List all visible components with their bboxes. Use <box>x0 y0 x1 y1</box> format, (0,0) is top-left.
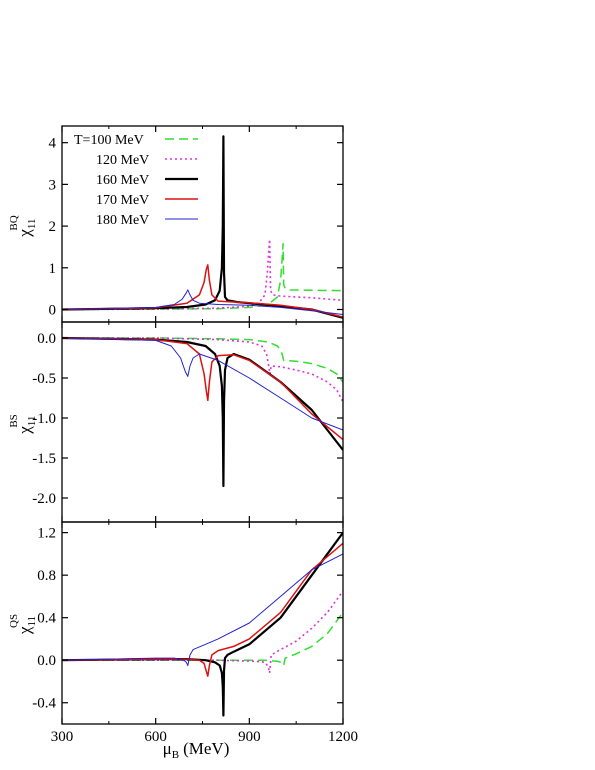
y-tick-label: -1.5 <box>32 451 56 467</box>
y-tick-label: -0.4 <box>32 696 56 712</box>
series-line <box>62 337 343 383</box>
legend-label: T=100 MeV <box>74 133 144 148</box>
y-tick-label: 2 <box>49 219 57 235</box>
x-tick-label: 300 <box>51 729 74 745</box>
panel-3-lines <box>62 531 343 717</box>
y-tick-label: 3 <box>49 177 57 193</box>
series-line <box>62 553 343 666</box>
x-tick-label: 900 <box>238 729 261 745</box>
panel-2-lines <box>62 336 343 488</box>
ylabel-3-main: χ <box>15 626 34 635</box>
series-line <box>62 336 343 488</box>
legend-label: 160 MeV <box>96 173 149 188</box>
series-line <box>62 590 343 674</box>
y-tick-label: 0.8 <box>37 568 56 584</box>
series-line <box>62 289 343 315</box>
ylabel-3-sub: 11 <box>26 616 38 627</box>
panel-3: -0.4 0.0 0.4 0.8 1.2 <box>32 521 344 725</box>
panel-1: 0 1 2 3 4 <box>49 125 344 323</box>
legend-label: 170 MeV <box>96 193 149 208</box>
ylabel-1-main: χ <box>15 229 34 238</box>
y-tick-label: 0.0 <box>37 331 56 347</box>
ylabel-2-sub: 11 <box>26 416 38 427</box>
y-tick-label: 0 <box>49 302 57 318</box>
legend-label: 120 MeV <box>96 153 149 168</box>
x-tick-label: 600 <box>144 729 167 745</box>
panel-frame <box>61 321 344 523</box>
y-tick-label: 0.0 <box>37 653 56 669</box>
y-tick-label: 1 <box>49 261 57 277</box>
series-line <box>62 542 343 677</box>
ylabel-1-sub: 11 <box>26 219 38 230</box>
xlabel-main: μ <box>163 739 172 758</box>
series-line <box>62 531 343 717</box>
panel-1-lines <box>62 135 343 319</box>
panel-2: 0.0 -0.5 -1.0 -1.5 -2.0 <box>32 321 344 523</box>
y-tick-label: -1.0 <box>32 411 56 427</box>
legend-label: 180 MeV <box>96 213 149 228</box>
ylabel-2-sup: BS <box>8 414 20 427</box>
y-tick-label: -0.5 <box>32 371 56 387</box>
legend: T=100 MeV 120 MeV 160 MeV 170 MeV 180 MeV <box>74 133 198 228</box>
series-line <box>62 611 343 667</box>
plot-area: 0 1 2 3 4 0.0 -0.5 -1.0 -1.5 -2.0 -0.4 0.0 0.4 0.8 1.2… <box>32 125 358 745</box>
ylabel-3-sup: QS <box>8 614 20 628</box>
ylabel-panel-2: χ11 BS <box>8 414 38 435</box>
series-line <box>62 242 343 311</box>
xlabel-unit: (MeV) <box>183 739 229 758</box>
x-tick-label: 1200 <box>328 729 358 745</box>
ylabel-2-main: χ <box>15 426 34 435</box>
series-line <box>62 264 343 318</box>
ylabel-panel-1: χ11 BQ <box>8 215 38 237</box>
ylabel-panel-3: χ11 QS <box>8 614 38 635</box>
ylabel-1-sup: BQ <box>8 215 20 230</box>
x-axis-label: μB (MeV) <box>163 739 230 761</box>
panel-frame <box>61 521 344 725</box>
series-line <box>62 337 343 441</box>
y-tick-label: 4 <box>49 136 57 152</box>
series-line <box>62 238 343 311</box>
series-line <box>62 337 343 431</box>
y-tick-label: 1.2 <box>37 526 56 542</box>
y-tick-label: 0.4 <box>37 611 56 627</box>
xlabel-sub: B <box>172 749 179 761</box>
y-tick-label: -2.0 <box>32 491 56 507</box>
